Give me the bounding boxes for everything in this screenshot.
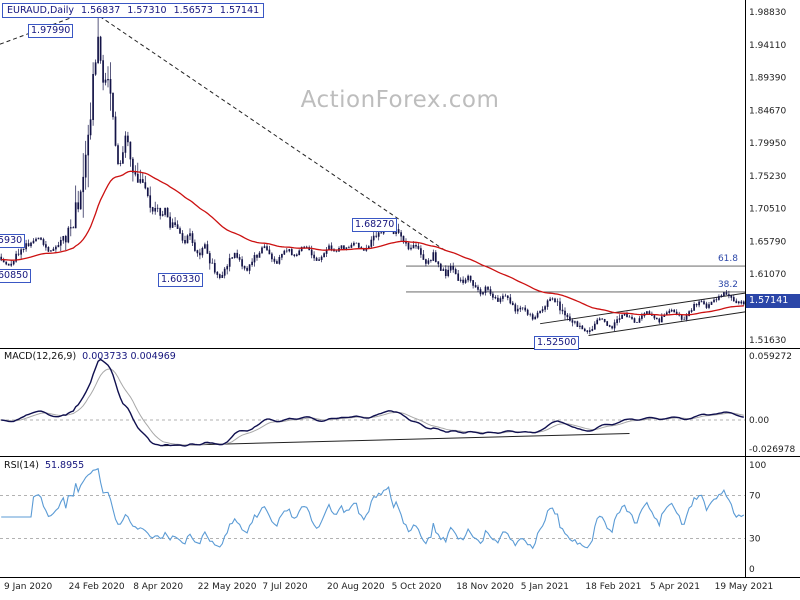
annotation-feb-low: 1.52500 (534, 336, 580, 350)
dashed-trendline (99, 16, 448, 253)
current-price-tag: 1.57141 (746, 294, 800, 308)
price-axis-label: 1.84670 (749, 106, 786, 116)
date-axis-label: 20 Aug 2020 (327, 582, 385, 592)
rsi-header: RSI(14) 51.8955 (4, 460, 84, 471)
watermark: ActionForex.com (300, 87, 500, 113)
price-axis-label: 1.89390 (749, 74, 786, 84)
open-value: 1.56837 (81, 5, 121, 16)
rsi-values: 51.8955 (44, 460, 85, 471)
low-value: 1.56573 (173, 5, 213, 16)
date-axis-label: 18 Feb 2021 (585, 582, 641, 592)
annotation-covid-high: 1.97990 (28, 24, 74, 38)
macd-signal-line (1, 368, 744, 446)
close-value: 1.57141 (219, 5, 260, 16)
rsi-axis-label: 100 (749, 461, 766, 471)
price-axis-label: 1.75230 (749, 172, 786, 182)
macd-header: MACD(12,26,9) 0.003733 0.004969 (4, 351, 176, 362)
price-axis-label: 1.70510 (749, 205, 786, 215)
date-axis-label: 9 Jan 2020 (4, 582, 52, 592)
date-axis-label: 5 Apr 2021 (650, 582, 700, 592)
high-value: 1.57310 (127, 5, 167, 16)
price-axis-label: 1.65790 (749, 237, 786, 247)
annotation-sep-high: 1.68270 (352, 218, 398, 232)
macd-axis-label: -0.026978 (749, 445, 795, 455)
price-axis-label: 1.79950 (749, 139, 786, 149)
rsi-axis-label: 70 (749, 491, 761, 501)
price-axis-label: 1.51630 (749, 336, 786, 346)
date-axis-label: 19 May 2021 (715, 582, 774, 592)
annotation-jun-low: 1.60330 (158, 273, 204, 287)
rsi-title: RSI(14) (4, 460, 39, 471)
macd-axis-label: 0.00 (749, 416, 769, 426)
fib-618-label: 61.8 (717, 254, 738, 264)
macd-values: 0.003733 0.004969 (82, 351, 176, 362)
date-axis-label: 22 May 2020 (198, 582, 257, 592)
candlestick-bodies (0, 36, 745, 332)
macd-trendline (160, 433, 630, 447)
date-axis-label: 18 Nov 2020 (456, 582, 514, 592)
symbol-timeframe: EURAUD,Daily (7, 5, 74, 16)
macd-line (1, 358, 744, 447)
date-axis-label: 5 Jan 2021 (521, 582, 569, 592)
annotation-left-upper-level: 5930 (0, 234, 26, 248)
price-axis-label: 1.98830 (749, 8, 786, 18)
macd-title: MACD(12,26,9) (4, 351, 77, 362)
channel-line (540, 292, 746, 325)
annotation-left-lower-level: 60850 (0, 269, 32, 283)
ohlc-header: EURAUD,Daily 1.56837 1.57310 1.56573 1.57141 (2, 3, 265, 18)
fib-382-label: 38.2 (717, 280, 738, 290)
price-axis-label: 1.94110 (749, 41, 786, 51)
channel-line (588, 311, 746, 336)
date-axis-label: 24 Feb 2020 (69, 582, 125, 592)
date-axis-label: 7 Jul 2020 (262, 582, 307, 592)
price-axis-label: 1.61070 (749, 270, 786, 280)
rsi-line (1, 467, 745, 550)
rsi-axis-label: 30 (749, 535, 761, 545)
date-axis-label: 8 Apr 2020 (133, 582, 183, 592)
rsi-axis-label: 0 (749, 565, 755, 575)
macd-axis-label: 0.059272 (749, 352, 792, 362)
date-axis-label: 5 Oct 2020 (392, 582, 442, 592)
candlestick-wicks (0, 17, 745, 335)
moving-average-line (1, 170, 744, 316)
